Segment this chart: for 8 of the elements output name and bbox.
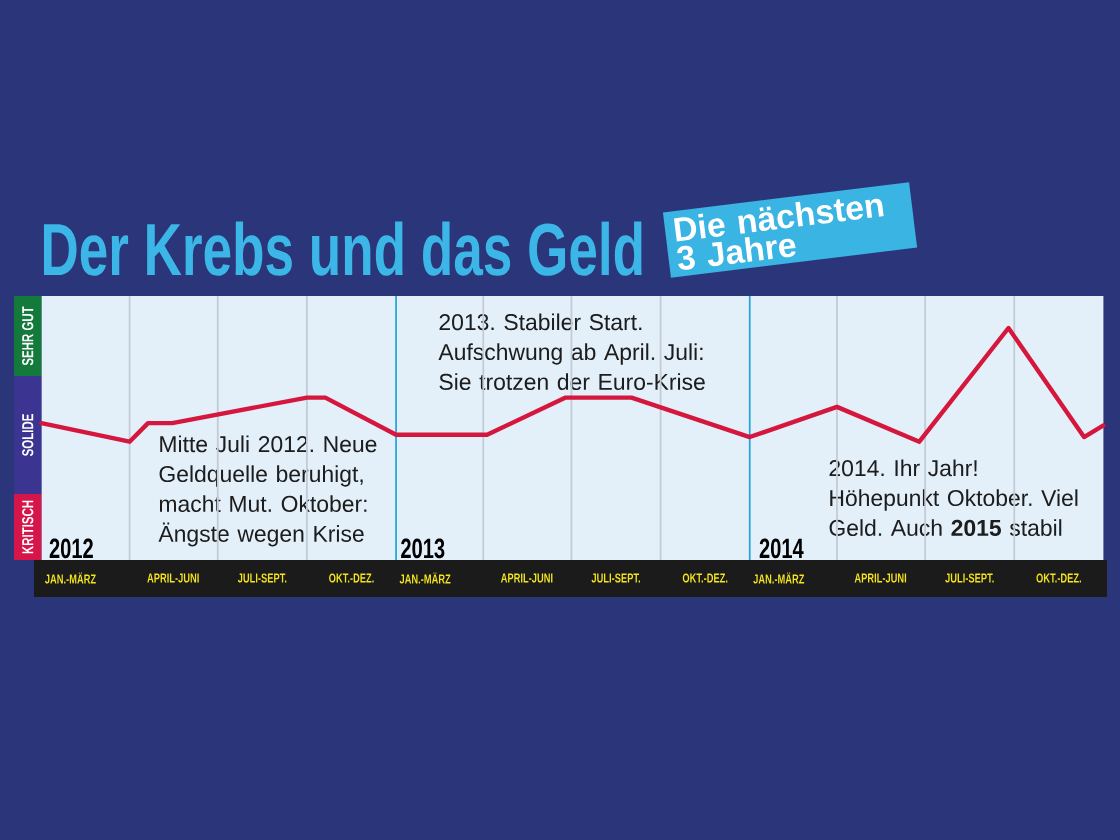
annotation: 2012	[49, 538, 93, 559]
annotation: Mitte Juli 2012. Neue Geldquelle beruhigt, macht Mut. Oktober: Ängste wegen Krise	[158, 435, 377, 547]
annotation: 2014. Ihr Jahr! Höhepunkt Oktober. Viel Geld. Auch 2015 stabil	[829, 459, 1078, 536]
chart-subtitle: Die nächsten 3 Jahre	[673, 198, 884, 270]
annotation: 2013	[401, 538, 445, 559]
annotation: 2014	[759, 538, 804, 559]
annotation: 2013. Stabiler Start. Aufschwung ab April. Juli: Sie trotzen der Euro-Krise	[438, 313, 705, 390]
chart-title: Der Krebs und das Geld	[43, 221, 642, 276]
